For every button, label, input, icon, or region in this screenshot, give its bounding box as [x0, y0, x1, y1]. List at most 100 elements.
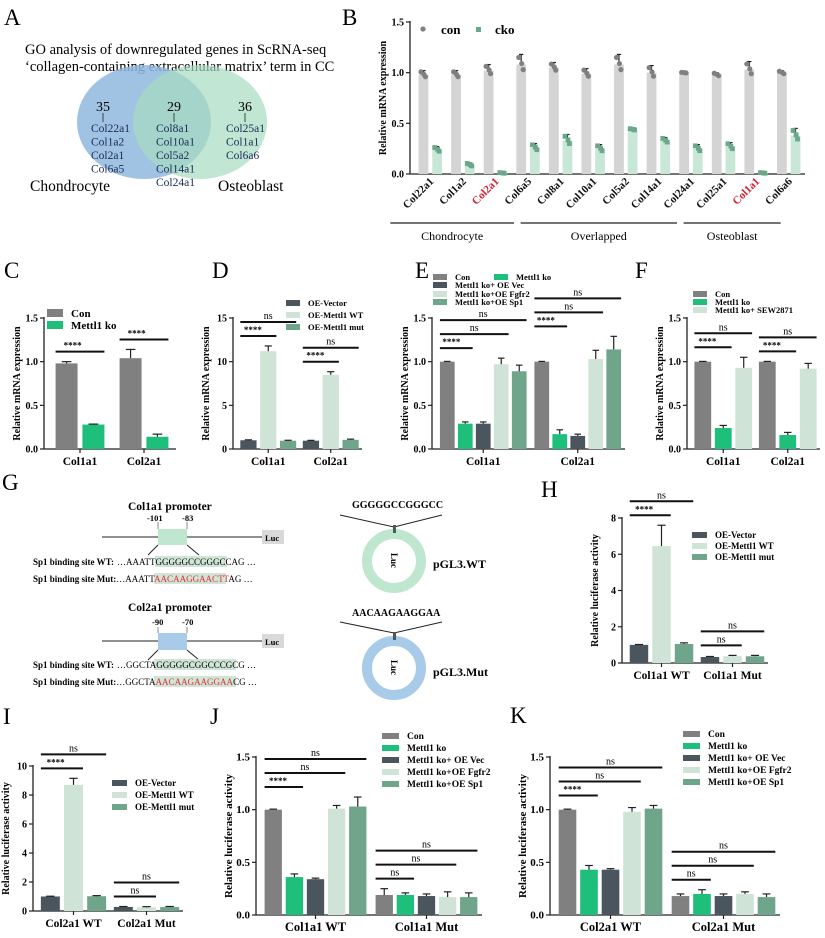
legend-swatch: [494, 274, 508, 280]
bar: [264, 809, 282, 915]
data-point: [695, 145, 701, 151]
legend-swatch: [382, 757, 399, 763]
col2a1-promoter-title: Col2a1 promoter: [128, 602, 212, 614]
bar: [790, 135, 801, 174]
bar: [418, 74, 429, 174]
legend-swatch: [683, 755, 700, 761]
bar: [758, 361, 776, 449]
legend-label: Mettl1 ko+ OE Vec: [708, 754, 785, 764]
y-tick-label: 15: [217, 314, 227, 325]
y-tick-label: 0.0: [392, 170, 405, 181]
legend-swatch: [433, 299, 447, 305]
bar: [735, 367, 753, 449]
seq-site: GGGGGCGGCCCG: [156, 660, 233, 670]
legend-label: Mettl1 ko+ OE Vec: [455, 280, 525, 290]
significance-label: ns: [326, 337, 335, 348]
bar: [570, 435, 586, 449]
data-point: [516, 54, 522, 61]
category-label: Col1a1 Mut: [395, 920, 459, 934]
seq-label: Sp1 binding site WT:: [33, 660, 114, 670]
col1a1-pos-start: -101: [147, 513, 163, 523]
col2a1-wt-sequence: Sp1 binding site WT: …GGCTAGGGGGCGGCCCGCG…: [33, 660, 256, 670]
data-point: [595, 143, 601, 149]
plasmid-mut-name: pGL3.Mut: [433, 665, 488, 679]
legend-label: OE-Mettl1 mut: [135, 802, 194, 812]
data-point: [421, 71, 427, 77]
data-point: [646, 65, 652, 71]
significance-label: ns: [390, 868, 399, 879]
col2a1-pos-end: -70: [182, 617, 193, 627]
category-label: Col2a1: [127, 456, 162, 468]
bar: [745, 656, 765, 663]
bar: [438, 897, 457, 915]
venn-gene: Col1a2: [91, 137, 124, 149]
panel-label-a: A: [4, 5, 21, 30]
significance-label: ns: [300, 762, 309, 773]
y-tick-label: 1.0: [236, 804, 250, 816]
y-tick-label: 0.0: [414, 445, 427, 456]
significance-label: ns: [69, 743, 78, 754]
col2a1-sp1-site-box: [158, 633, 187, 650]
bar: [679, 72, 690, 174]
data-point: [467, 162, 473, 168]
bar: [629, 644, 649, 663]
panel-label-g: G: [2, 470, 19, 495]
y-axis-label: Relative mRNA expression: [12, 326, 23, 441]
legend-swatch: [286, 324, 300, 330]
col1a1-mut-sequence: Sp1 binding site Mut:…AAATTAACAAGGAACTTA…: [33, 574, 253, 584]
chart-i: 0 2 4 6 8 10 Relative luciferase activity Col2a…: [1, 743, 194, 930]
bar: [714, 896, 733, 915]
data-point: [584, 70, 590, 76]
category-label: Col22a1: [401, 176, 437, 212]
data-point: [790, 128, 796, 133]
seq-label: Sp1 binding site WT:: [33, 557, 114, 567]
data-point: [567, 141, 572, 146]
seq-pre: …GGCTA: [117, 660, 157, 670]
legend-swatch: [433, 291, 447, 297]
bar: [671, 896, 690, 915]
bar: [322, 374, 339, 449]
category-label: Col1a1: [63, 456, 98, 468]
category-label: Col1a1: [706, 456, 741, 468]
y-tick-label: 6: [22, 820, 27, 831]
legend-swatch: [47, 309, 63, 317]
significance-label: ****: [306, 351, 325, 361]
category-label: Col14a1: [629, 176, 665, 212]
bar: [439, 361, 455, 449]
y-tick-label: 10: [217, 357, 227, 368]
data-point: [530, 142, 535, 148]
bar: [306, 879, 325, 915]
venn-gene: Col8a1: [156, 123, 189, 135]
data-point: [500, 170, 506, 176]
legend-label: Mettl1 ko+ OE Vec: [407, 756, 484, 766]
col1a1-luc-box: [262, 530, 284, 544]
y-tick-label: 6: [611, 550, 616, 561]
col1a1-luc-label: Luc: [265, 533, 279, 543]
legend-swatch: [433, 274, 447, 280]
bar: [606, 349, 622, 449]
y-axis-label: Relative luciferase activity: [517, 774, 529, 899]
significance-label: ns: [479, 309, 488, 320]
legend-swatch: [692, 554, 707, 560]
legend-marker-cko: [476, 27, 481, 32]
bar: [548, 67, 559, 174]
bar: [516, 64, 527, 174]
data-point: [630, 126, 636, 132]
y-tick-label: 1.5: [392, 18, 405, 29]
plasmid-wt-name: pGL3.WT: [433, 557, 486, 571]
category-group-label: Chondrocyte: [421, 229, 483, 243]
bar: [700, 657, 720, 663]
venn-circle-osteoblast: [133, 65, 267, 179]
data-point: [565, 137, 571, 143]
bar: [623, 811, 641, 915]
bar: [534, 361, 550, 449]
data-point: [729, 146, 735, 152]
bar: [483, 70, 494, 174]
bar: [349, 806, 367, 915]
data-point: [744, 61, 750, 67]
venn-gene: Col6a5: [91, 164, 124, 176]
bar: [601, 869, 620, 915]
venn-count-left: 35: [96, 100, 110, 115]
